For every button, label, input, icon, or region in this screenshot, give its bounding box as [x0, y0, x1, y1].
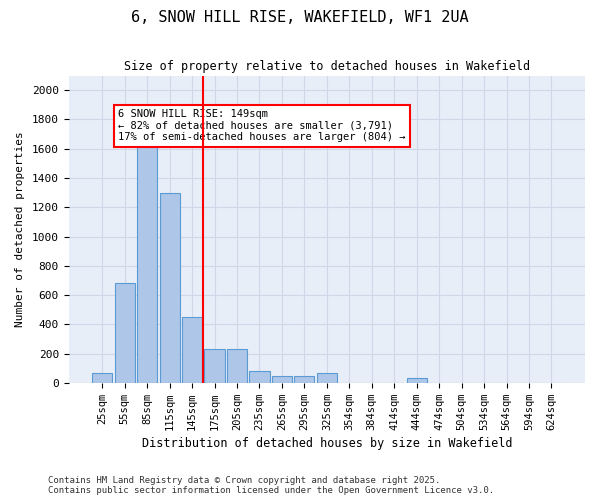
Bar [182, 317, 202, 383]
Bar [205, 349, 224, 383]
Bar [92, 374, 112, 383]
Bar [227, 349, 247, 383]
Bar [317, 374, 337, 383]
Bar [137, 143, 157, 383]
X-axis label: Distribution of detached houses by size in Wakefield: Distribution of detached houses by size … [142, 437, 512, 450]
Text: 6, SNOW HILL RISE, WAKEFIELD, WF1 2UA: 6, SNOW HILL RISE, WAKEFIELD, WF1 2UA [131, 10, 469, 25]
Bar [115, 284, 135, 383]
Bar [272, 376, 292, 383]
Bar [250, 371, 269, 383]
Y-axis label: Number of detached properties: Number of detached properties [15, 132, 25, 327]
Bar [160, 192, 180, 383]
Bar [407, 378, 427, 383]
Text: 6 SNOW HILL RISE: 149sqm
← 82% of detached houses are smaller (3,791)
17% of sem: 6 SNOW HILL RISE: 149sqm ← 82% of detach… [118, 109, 406, 142]
Bar [294, 376, 314, 383]
Text: Contains HM Land Registry data © Crown copyright and database right 2025.
Contai: Contains HM Land Registry data © Crown c… [48, 476, 494, 495]
Title: Size of property relative to detached houses in Wakefield: Size of property relative to detached ho… [124, 60, 530, 73]
